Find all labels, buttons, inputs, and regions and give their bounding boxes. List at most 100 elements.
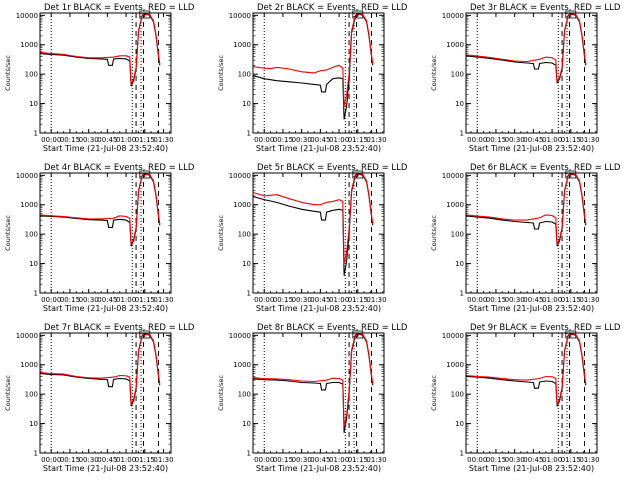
x-tick-label: 01:30 (366, 296, 386, 304)
x-axis-label: Start Time (21-Jul-08 23:52:40) (43, 464, 168, 473)
lld-series-line (252, 12, 374, 107)
x-tick-label: 01:30 (366, 136, 386, 144)
x-tick-label: 00:00 (254, 296, 274, 304)
x-tick-label: 00:15 (486, 296, 506, 304)
chart-panel-9: Det 9r BLACK = Events, RED = LLD00:0000:… (430, 323, 621, 473)
y-tick-label: 100 (451, 231, 464, 239)
x-tick-label: 01:15 (348, 136, 368, 144)
x-tick-label: 00:15 (486, 456, 506, 464)
x-tick-label: 00:30 (292, 456, 312, 464)
x-tick-label: 01:00 (542, 296, 562, 304)
panel-title: Det 8r BLACK = Events, RED = LLD (257, 323, 408, 333)
x-tick-label: 00:30 (505, 296, 525, 304)
y-tick-label: 10000 (442, 332, 464, 340)
x-axis-label: Start Time (21-Jul-08 23:52:40) (43, 144, 168, 153)
y-tick-label: 100 (25, 391, 38, 399)
x-tick-label: 00:00 (254, 136, 274, 144)
y-tick-label: 10 (242, 100, 251, 108)
y-tick-label: 100 (25, 71, 38, 79)
x-tick-label: 00:45 (310, 456, 330, 464)
x-tick-label: 01:30 (579, 456, 599, 464)
x-tick-label: 00:15 (60, 456, 80, 464)
y-tick-label: 1 (34, 290, 38, 298)
y-tick-label: 100 (238, 71, 251, 79)
x-tick-label: 00:30 (505, 136, 525, 144)
x-axis-label: Start Time (21-Jul-08 23:52:40) (469, 144, 594, 153)
panel-title: Det 6r BLACK = Events, RED = LLD (470, 163, 621, 173)
y-tick-label: 10000 (229, 172, 251, 180)
x-tick-label: 00:45 (523, 456, 543, 464)
y-tick-label: 1 (460, 450, 464, 458)
y-tick-label: 10 (242, 260, 251, 268)
x-tick-label: 00:15 (486, 136, 506, 144)
y-axis-label: Counts/sec (217, 215, 225, 251)
x-tick-label: 01:15 (561, 136, 581, 144)
panel-title: Det 4r BLACK = Events, RED = LLD (44, 163, 195, 173)
x-tick-label: 00:30 (292, 296, 312, 304)
x-tick-label: 01:30 (153, 456, 173, 464)
y-tick-label: 1 (247, 130, 251, 138)
y-tick-label: 1000 (20, 361, 38, 369)
plot-frame (39, 332, 172, 454)
y-axis-label: Counts/sec (4, 215, 12, 251)
x-tick-label: 01:00 (542, 136, 562, 144)
panel-title: Det 7r BLACK = Events, RED = LLD (44, 323, 195, 333)
x-tick-label: 01:30 (579, 296, 599, 304)
lld-series-line (39, 172, 161, 245)
x-axis-label: Start Time (21-Jul-08 23:52:40) (469, 304, 594, 313)
y-tick-label: 10000 (16, 332, 38, 340)
x-tick-label: 00:45 (97, 296, 117, 304)
y-tick-label: 1000 (233, 201, 251, 209)
x-tick-label: 01:15 (561, 456, 581, 464)
x-tick-label: 00:45 (97, 456, 117, 464)
y-tick-label: 100 (238, 391, 251, 399)
plot-frame (465, 172, 598, 294)
y-tick-label: 1 (34, 130, 38, 138)
y-axis-label: Counts/sec (430, 215, 438, 251)
panel-title: Det 5r BLACK = Events, RED = LLD (257, 163, 408, 173)
y-tick-label: 1000 (446, 361, 464, 369)
plot-frame (39, 12, 172, 134)
y-tick-label: 1 (34, 450, 38, 458)
y-tick-label: 10 (455, 260, 464, 268)
x-tick-label: 01:00 (329, 296, 349, 304)
y-tick-label: 100 (451, 71, 464, 79)
x-tick-label: 00:00 (254, 456, 274, 464)
panel-title: Det 1r BLACK = Events, RED = LLD (44, 3, 195, 13)
chart-panel-4: Det 4r BLACK = Events, RED = LLD 00:00 00:… (4, 163, 195, 313)
x-tick-label: 01:30 (153, 296, 173, 304)
x-tick-label: 01:30 (153, 136, 173, 144)
plot-frame (252, 172, 385, 294)
y-tick-label: 1000 (233, 361, 251, 369)
y-tick-label: 1 (460, 130, 464, 138)
x-tick-label: 00:30 (292, 136, 312, 144)
y-tick-label: 1 (460, 290, 464, 298)
y-tick-label: 1000 (446, 41, 464, 49)
x-tick-label: 00:00 (41, 296, 61, 304)
x-tick-label: 01:15 (135, 296, 155, 304)
lld-series-line (39, 332, 161, 405)
y-tick-label: 10000 (229, 332, 251, 340)
y-tick-label: 10 (455, 420, 464, 428)
y-axis-label: Counts/sec (430, 375, 438, 411)
y-tick-label: 1000 (233, 41, 251, 49)
x-tick-label: 01:00 (329, 136, 349, 144)
y-axis-label: Counts/sec (4, 55, 12, 91)
x-tick-label: 00:00 (467, 296, 487, 304)
lld-series-line (465, 12, 587, 83)
chart-panel-1: Det 1r BLACK = Events, RED = LLD00:0000:… (4, 3, 195, 153)
x-tick-label: 00:45 (310, 296, 330, 304)
x-tick-label: 01:00 (329, 456, 349, 464)
lld-series-line (465, 172, 587, 245)
chart-panel-3: Det 3r BLACK = Events, RED = LLD00:0000:… (430, 3, 621, 153)
x-tick-label: 01:30 (366, 456, 386, 464)
x-axis-label: Start Time (21-Jul-08 23:52:40) (256, 464, 381, 473)
x-tick-label: 01:30 (579, 136, 599, 144)
x-tick-label: 00:15 (273, 136, 293, 144)
chart-panel-5: Det 5r BLACK = Events, RED = LLD 00:00 00:… (217, 163, 408, 313)
x-tick-label: 00:15 (60, 136, 80, 144)
plot-frame (252, 12, 385, 134)
x-tick-label: 00:45 (523, 136, 543, 144)
